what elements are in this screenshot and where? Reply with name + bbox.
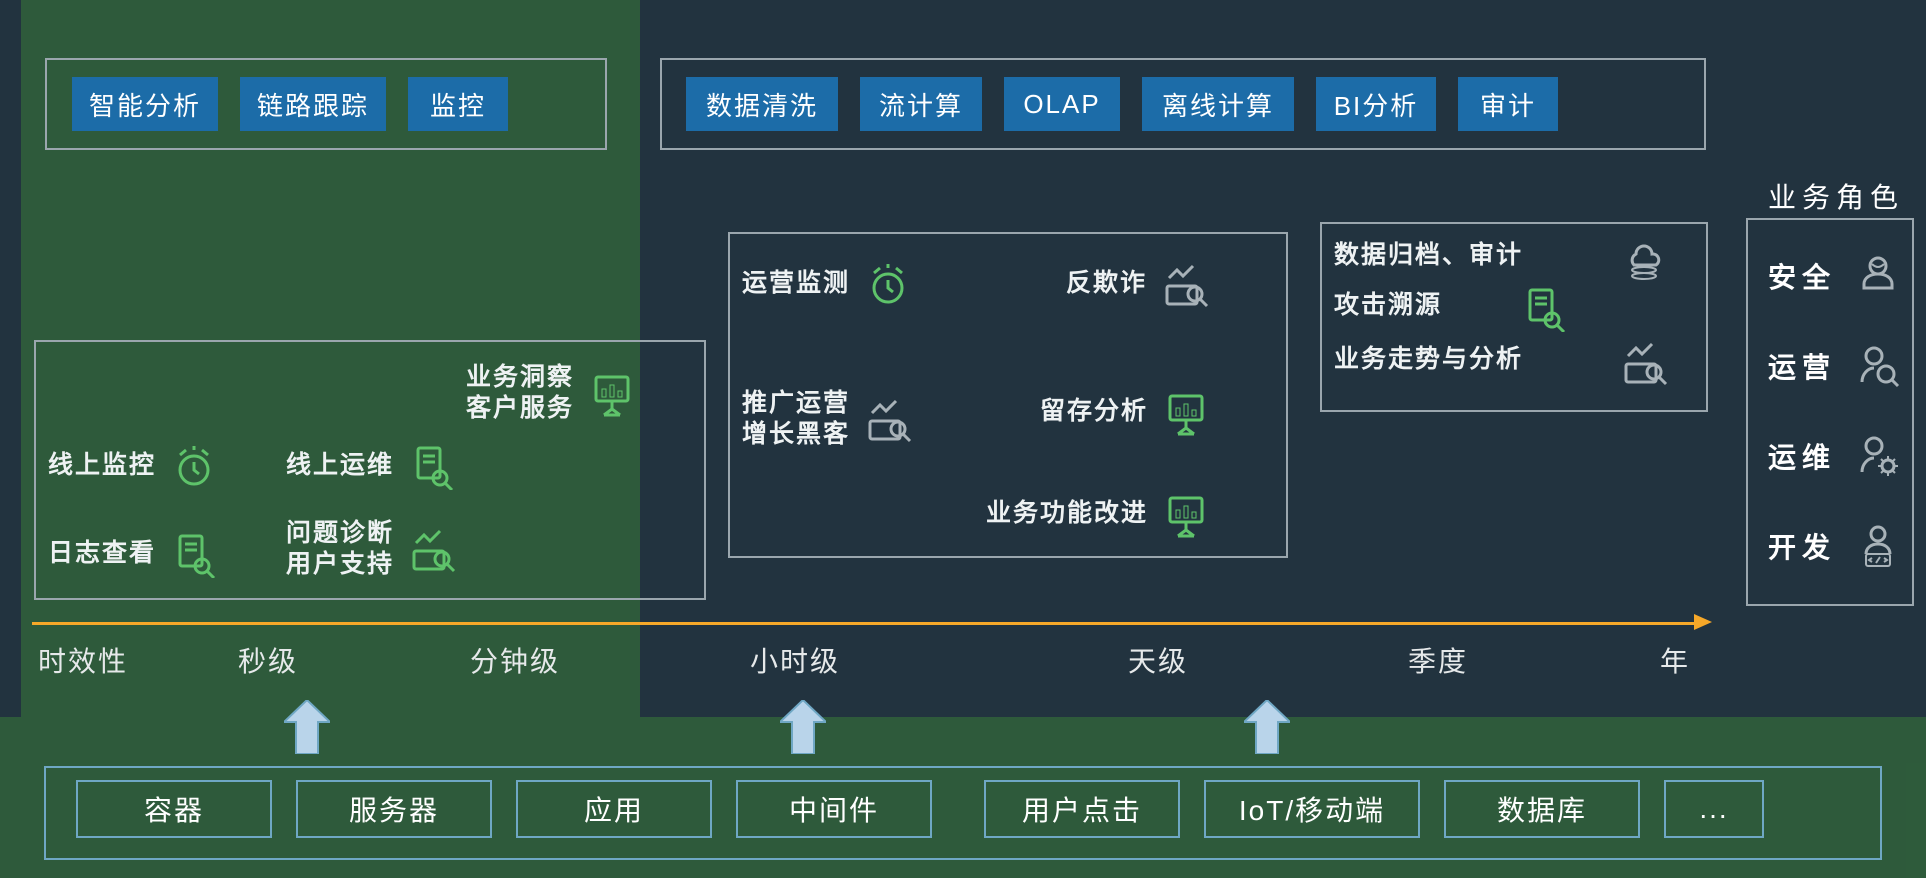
group_mid-item-2: 反欺诈 bbox=[1066, 260, 1209, 308]
group_left-item-2: 线上运维 bbox=[286, 442, 456, 490]
capability-button-0-2[interactable]: 监控 bbox=[408, 77, 508, 131]
source-box-5[interactable]: IoT/移动端 bbox=[1204, 780, 1420, 838]
timeline-axis bbox=[32, 622, 1694, 625]
chart-search-icon bbox=[408, 525, 456, 573]
axis-tick-2: 小时级 bbox=[750, 640, 840, 680]
presentation-icon bbox=[1162, 388, 1210, 436]
flow-up-arrow-icon bbox=[1244, 700, 1290, 754]
axis-tick-0: 秒级 bbox=[238, 640, 298, 680]
role-row-3: 开发 bbox=[1768, 522, 1902, 570]
axis-title: 时效性 bbox=[38, 640, 128, 680]
group_mid-item-0: 运营监测 bbox=[742, 260, 912, 308]
capability-button-0-1[interactable]: 链路跟踪 bbox=[240, 77, 386, 131]
presentation-icon bbox=[1162, 490, 1210, 538]
axis-tick-5: 年 bbox=[1660, 640, 1690, 680]
group_mid-item-4: 业务功能改进 bbox=[986, 490, 1210, 538]
item-label: 运营监测 bbox=[742, 268, 850, 299]
role-label: 开发 bbox=[1768, 526, 1836, 566]
group_right-label-0: 数据归档、审计 bbox=[1334, 240, 1523, 271]
capability-button-1-5[interactable]: 审计 bbox=[1458, 77, 1558, 131]
chart-search-icon bbox=[1161, 260, 1209, 308]
capability-button-1-4[interactable]: BI分析 bbox=[1316, 77, 1436, 131]
role-label: 安全 bbox=[1768, 256, 1836, 296]
source-box-4[interactable]: 用户点击 bbox=[984, 780, 1180, 838]
group_mid-item-1: 推广运营 增长黑客 bbox=[742, 388, 912, 451]
roles-title: 业务角色 bbox=[1768, 176, 1904, 216]
item-label: 业务功能改进 bbox=[986, 498, 1148, 529]
role-row-2: 运维 bbox=[1768, 432, 1902, 480]
role-label: 运维 bbox=[1768, 436, 1836, 476]
role-row-1: 运营 bbox=[1768, 342, 1902, 390]
item-label: 线上运维 bbox=[286, 450, 394, 481]
item-label: 推广运营 增长黑客 bbox=[742, 388, 850, 451]
chart-search-icon bbox=[1620, 338, 1668, 386]
capability-button-1-1[interactable]: 流计算 bbox=[860, 77, 982, 131]
axis-tick-1: 分钟级 bbox=[470, 640, 560, 680]
shield-user-icon bbox=[1854, 252, 1902, 300]
flow-up-arrow-icon bbox=[284, 700, 330, 754]
item-label: 业务洞察 客户服务 bbox=[466, 362, 574, 425]
axis-tick-3: 天级 bbox=[1128, 640, 1188, 680]
user-code-icon bbox=[1854, 522, 1902, 570]
cloud-stack-icon bbox=[1620, 234, 1668, 282]
source-box-3[interactable]: 中间件 bbox=[736, 780, 932, 838]
user-gear-icon bbox=[1854, 432, 1902, 480]
group_left-item-4: 业务洞察 客户服务 bbox=[466, 362, 636, 425]
alarm-icon bbox=[864, 260, 912, 308]
alarm-icon bbox=[170, 442, 218, 490]
capability-button-1-0[interactable]: 数据清洗 bbox=[686, 77, 838, 131]
flow-up-arrow-icon bbox=[780, 700, 826, 754]
group_left-item-3: 问题诊断 用户支持 bbox=[286, 518, 456, 581]
doc-search-icon bbox=[1520, 284, 1568, 332]
group_right-label-1: 攻击溯源 bbox=[1334, 290, 1442, 321]
source-box-0[interactable]: 容器 bbox=[76, 780, 272, 838]
doc-search-icon bbox=[170, 530, 218, 578]
doc-search-icon bbox=[408, 442, 456, 490]
item-label: 线上监控 bbox=[48, 450, 156, 481]
source-box-6[interactable]: 数据库 bbox=[1444, 780, 1640, 838]
group_mid-item-3: 留存分析 bbox=[1040, 388, 1210, 436]
capability-button-0-0[interactable]: 智能分析 bbox=[72, 77, 218, 131]
group_left-item-0: 线上监控 bbox=[48, 442, 218, 490]
item-label: 问题诊断 用户支持 bbox=[286, 518, 394, 581]
axis-tick-4: 季度 bbox=[1408, 640, 1468, 680]
chart-search-icon bbox=[864, 395, 912, 443]
capability-button-1-2[interactable]: OLAP bbox=[1004, 77, 1120, 131]
group_right-label-2: 业务走势与分析 bbox=[1334, 344, 1523, 375]
group_left-item-1: 日志查看 bbox=[48, 530, 218, 578]
role-row-0: 安全 bbox=[1768, 252, 1902, 300]
item-label: 日志查看 bbox=[48, 538, 156, 569]
source-box-7[interactable]: ... bbox=[1664, 780, 1764, 838]
item-label: 反欺诈 bbox=[1066, 268, 1147, 299]
presentation-icon bbox=[588, 369, 636, 417]
capability-button-1-3[interactable]: 离线计算 bbox=[1142, 77, 1294, 131]
source-box-2[interactable]: 应用 bbox=[516, 780, 712, 838]
item-label: 留存分析 bbox=[1040, 396, 1148, 427]
axis-arrowhead-icon bbox=[1694, 614, 1712, 630]
user-search-icon bbox=[1854, 342, 1902, 390]
source-box-1[interactable]: 服务器 bbox=[296, 780, 492, 838]
role-label: 运营 bbox=[1768, 346, 1836, 386]
